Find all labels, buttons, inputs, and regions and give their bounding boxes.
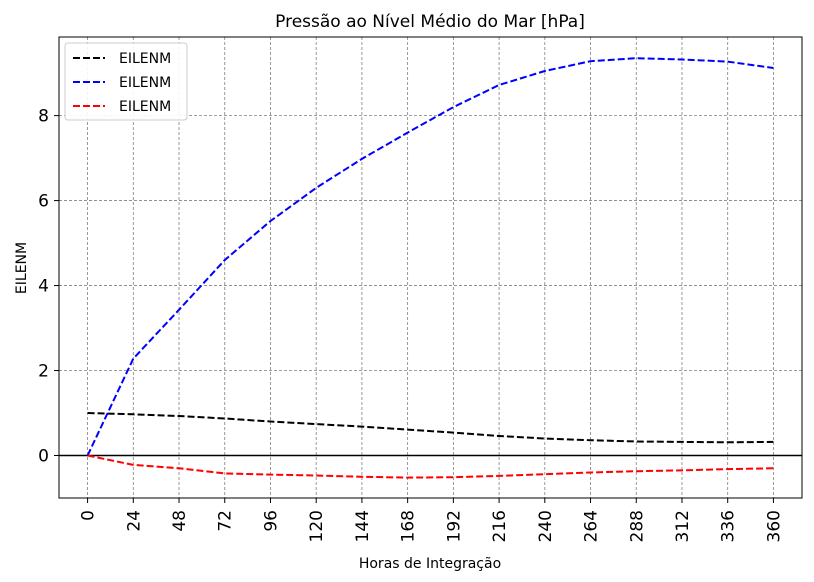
y-tick-label: 8 (38, 107, 49, 127)
x-axis-label: Horas de Integração (359, 556, 501, 572)
series-line-1 (87, 412, 774, 444)
x-tick-label: 48 (170, 510, 190, 532)
y-axis-label: EILENM (14, 242, 30, 294)
x-tick-label: 24 (124, 510, 144, 532)
x-tick-label: 192 (444, 510, 464, 542)
x-tick-label: 96 (261, 510, 281, 532)
x-tick-label: 240 (536, 510, 556, 542)
series-line-3 (87, 454, 774, 479)
legend-label: EILENM (119, 99, 171, 115)
x-tick-label: 216 (490, 510, 510, 542)
x-tick-label: 120 (307, 510, 327, 542)
series-group (86, 57, 774, 479)
y-tick-label: 6 (38, 192, 49, 212)
x-tick-label: 312 (673, 510, 693, 542)
x-tick-label: 288 (627, 510, 647, 542)
y-tick-label: 0 (38, 447, 49, 467)
grid (59, 37, 802, 498)
x-tick-label: 144 (353, 510, 373, 542)
plot-frame (58, 36, 803, 499)
legend: EILENM EILENM EILENM (64, 42, 188, 121)
x-tick-label: 168 (399, 510, 419, 542)
legend-label: EILENM (119, 51, 171, 67)
axis-ticks: 0 24 48 72 96 120 144 168 192 216 240 264 288 312 336 3… (38, 107, 784, 543)
x-tick-label: 0 (79, 510, 99, 521)
x-tick-label: 264 (582, 510, 602, 542)
x-tick-label: 72 (216, 510, 236, 532)
x-tick-label: 336 (719, 510, 739, 542)
x-tick-label: 360 (764, 510, 784, 542)
y-tick-label: 2 (38, 362, 49, 382)
legend-box (64, 42, 188, 121)
y-tick-label: 4 (38, 277, 49, 297)
series-line-2 (86, 57, 774, 456)
chart-title: Pressão ao Nível Médio do Mar [hPa] (275, 12, 585, 32)
legend-label: EILENM (119, 75, 171, 91)
